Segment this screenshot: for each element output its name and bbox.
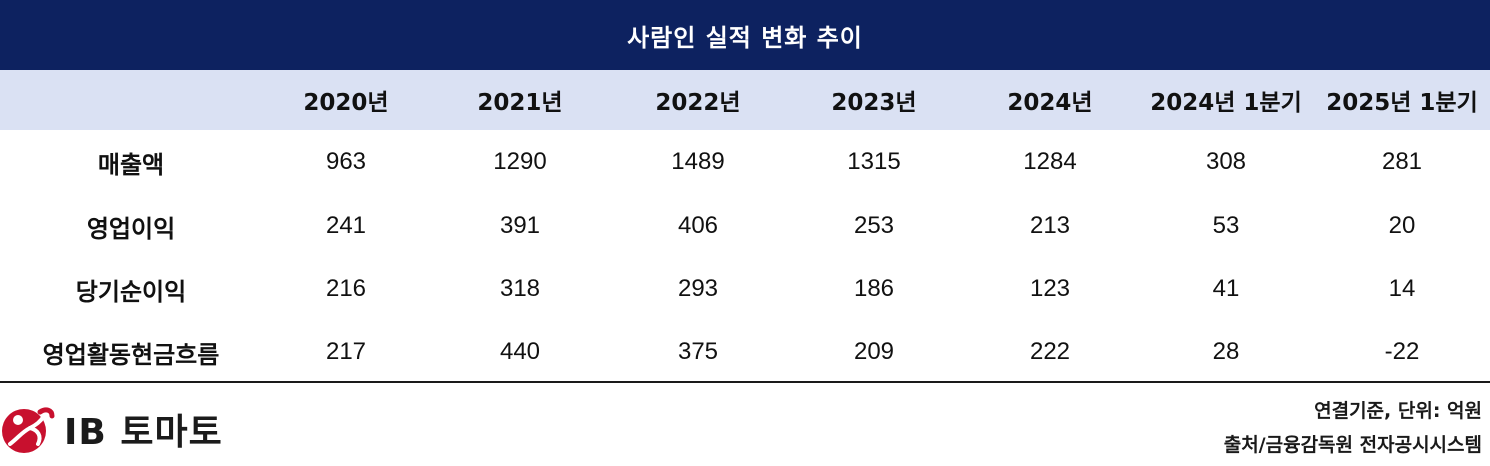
table-row: 영업활동현금흐름 217 440 375 209 222 28 -22 [0,320,1490,384]
table-cell: 213 [1029,212,1071,239]
table-header-row: 2020년 2021년 2022년 2023년 2024년 2024년 1분기 … [0,70,1490,130]
table-cell: 281 [1381,148,1423,175]
table-cell: 406 [677,212,719,239]
table-cell: 375 [677,338,719,365]
table-cell: 222 [1029,338,1071,365]
table-cell: 253 [853,212,895,239]
table-cell: 28 [1212,338,1240,365]
row-label: 매출액 [97,150,165,179]
source-note: 출처/금융감독원 전자공시시스템 [1223,434,1482,456]
table-cell: 1290 [493,148,547,175]
column-header: 2024년 1분기 [1150,90,1302,116]
table-cell: 123 [1029,275,1071,302]
table-title: 사람인 실적 변화 추이 [0,0,1490,70]
table-cell: 14 [1388,275,1416,302]
column-header: 2022년 [655,90,741,116]
row-label: 영업이익 [86,214,176,243]
ib-tomato-logo: IB 토마토 [0,396,223,462]
table-cell: 186 [853,275,895,302]
table-cell: 293 [677,275,719,302]
table-bottom-rule [0,381,1490,383]
table-cell: 1284 [1023,148,1077,175]
table-cell: 963 [325,148,367,175]
column-header: 2024년 [1007,90,1093,116]
table-cell: 217 [325,338,367,365]
table-row: 영업이익 241 391 406 253 213 53 20 [0,194,1490,258]
table-cell: 20 [1388,212,1416,239]
column-header: 2020년 [303,90,389,116]
table-cell: 318 [499,275,541,302]
logo-mark-icon [2,407,55,453]
table-cell: 209 [853,338,895,365]
column-header: 2021년 [477,90,563,116]
logo-wordmark: IB 토마토 [64,412,223,453]
table-cell: 391 [499,212,541,239]
table-cell: 241 [325,212,367,239]
row-label: 당기순이익 [75,277,187,306]
table-cell: 53 [1212,212,1240,239]
table-cell: 216 [325,275,367,302]
table-cell: 1489 [671,148,725,175]
column-header: 2023년 [831,90,917,116]
table-cell: 41 [1212,275,1240,302]
table-row: 당기순이익 216 318 293 186 123 41 14 [0,257,1490,321]
table-cell: 1315 [847,148,901,175]
table-cell: -22 [1384,338,1420,365]
table-cell: 308 [1205,148,1247,175]
unit-note: 연결기준, 단위: 억원 [1314,400,1482,422]
table-row: 매출액 963 1290 1489 1315 1284 308 281 [0,130,1490,194]
column-header: 2025년 1분기 [1326,90,1478,116]
table-cell: 440 [499,338,541,365]
row-label: 영업활동현금흐름 [42,340,220,369]
